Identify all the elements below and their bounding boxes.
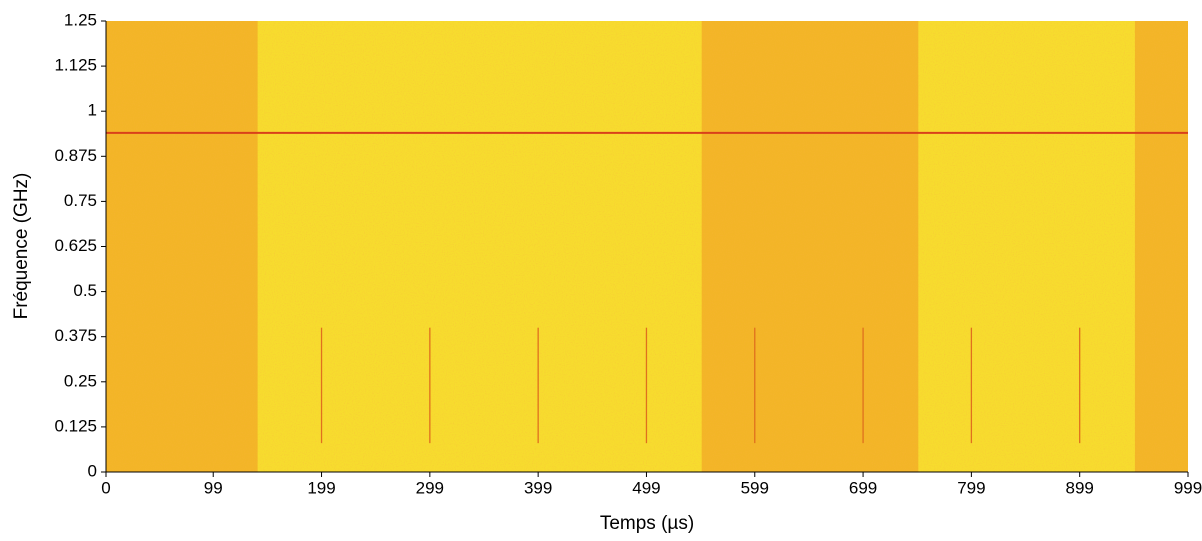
y-axis-label: Fréquence (GHz) — [11, 173, 32, 320]
x-tick-label: 799 — [957, 478, 985, 497]
y-tick-label: 0.5 — [73, 281, 97, 300]
y-tick-label: 0.25 — [64, 371, 97, 390]
x-tick-label: 899 — [1066, 478, 1094, 497]
y-tick-label: 0.75 — [64, 191, 97, 210]
x-axis-label: Temps (µs) — [600, 513, 694, 534]
x-tick-label: 499 — [632, 478, 660, 497]
x-tick-label: 599 — [741, 478, 769, 497]
y-tick-label: 0 — [88, 461, 97, 480]
y-tick-label: 1.25 — [64, 10, 97, 29]
y-tick-label: 0.625 — [54, 236, 97, 255]
x-tick-label: 999 — [1174, 478, 1202, 497]
x-tick-label: 0 — [101, 478, 110, 497]
y-tick-label: 0.125 — [54, 416, 97, 435]
y-tick-label: 1 — [88, 101, 97, 120]
y-tick-label: 0.875 — [54, 146, 97, 165]
x-tick-label: 399 — [524, 478, 552, 497]
x-tick-label: 199 — [307, 478, 335, 497]
x-tick-label: 99 — [204, 478, 223, 497]
x-tick-label: 299 — [416, 478, 444, 497]
x-tick-label: 699 — [849, 478, 877, 497]
y-tick-label: 1.125 — [54, 56, 97, 75]
y-tick-label: 0.375 — [54, 326, 97, 345]
